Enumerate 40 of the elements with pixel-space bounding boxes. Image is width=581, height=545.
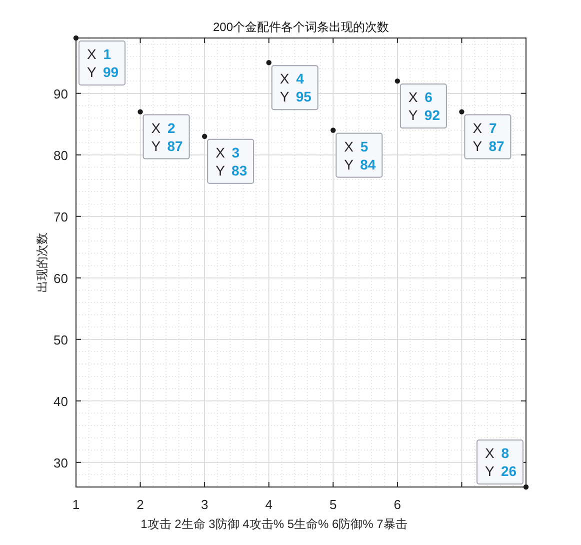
- x-tick-label: 5: [330, 497, 337, 512]
- point: [330, 128, 336, 133]
- datatip: X 3 Y 83: [207, 138, 254, 184]
- x-tick-label: 2: [136, 497, 144, 512]
- datatip: X 5 Y 84: [336, 132, 383, 178]
- annotation: X 6 Y 92: [408, 89, 440, 124]
- y-tick-label: 50: [54, 332, 68, 348]
- annotation: X 2 Y 87: [151, 120, 184, 154]
- annotation: X 4 Y 95: [280, 70, 312, 105]
- point: [459, 109, 464, 114]
- datatip: X 6 Y 92: [400, 84, 447, 129]
- datatip: X 8 Y 26: [476, 440, 524, 484]
- x-tick-label: 3: [200, 497, 208, 512]
- annotation: X 5 Y 84: [344, 138, 376, 172]
- annotation: X 1 Y 99: [87, 46, 119, 80]
- point: [394, 78, 400, 84]
- y-tick-label: 70: [54, 209, 68, 224]
- y-tick-label: 60: [54, 270, 68, 286]
- annotation: X 7 Y 87: [472, 120, 504, 154]
- annotation: X 3 Y 83: [216, 144, 248, 178]
- x-tick-label: 4: [265, 497, 272, 512]
- point: [138, 109, 143, 114]
- y-tick-label: 90: [54, 86, 68, 102]
- datatip: X 2 Y 87: [142, 114, 190, 160]
- y-tick-label: 80: [54, 148, 68, 163]
- datatip: X 1 Y 99: [78, 40, 126, 86]
- x-tick-label: 6: [394, 497, 402, 512]
- x-tick-label: 1: [72, 497, 80, 512]
- y-tick-label: 30: [54, 455, 68, 470]
- point: [202, 134, 208, 140]
- datatip: X 4 Y 95: [271, 65, 318, 110]
- y-axis-title: 出现的次数: [35, 232, 49, 292]
- x-axis-title: 1攻击 2生命 3防御 4攻击% 5生命% 6防御% 7暴击: [140, 517, 408, 531]
- chart-title: 200个金配件各个词条出现的次数: [212, 20, 390, 34]
- y-tick-label: 40: [54, 394, 68, 409]
- datatip: X 7 Y 87: [464, 114, 512, 160]
- point: [73, 35, 79, 41]
- annotation: X 8 Y 26: [485, 445, 517, 479]
- point: [266, 60, 272, 66]
- point: [523, 484, 529, 490]
